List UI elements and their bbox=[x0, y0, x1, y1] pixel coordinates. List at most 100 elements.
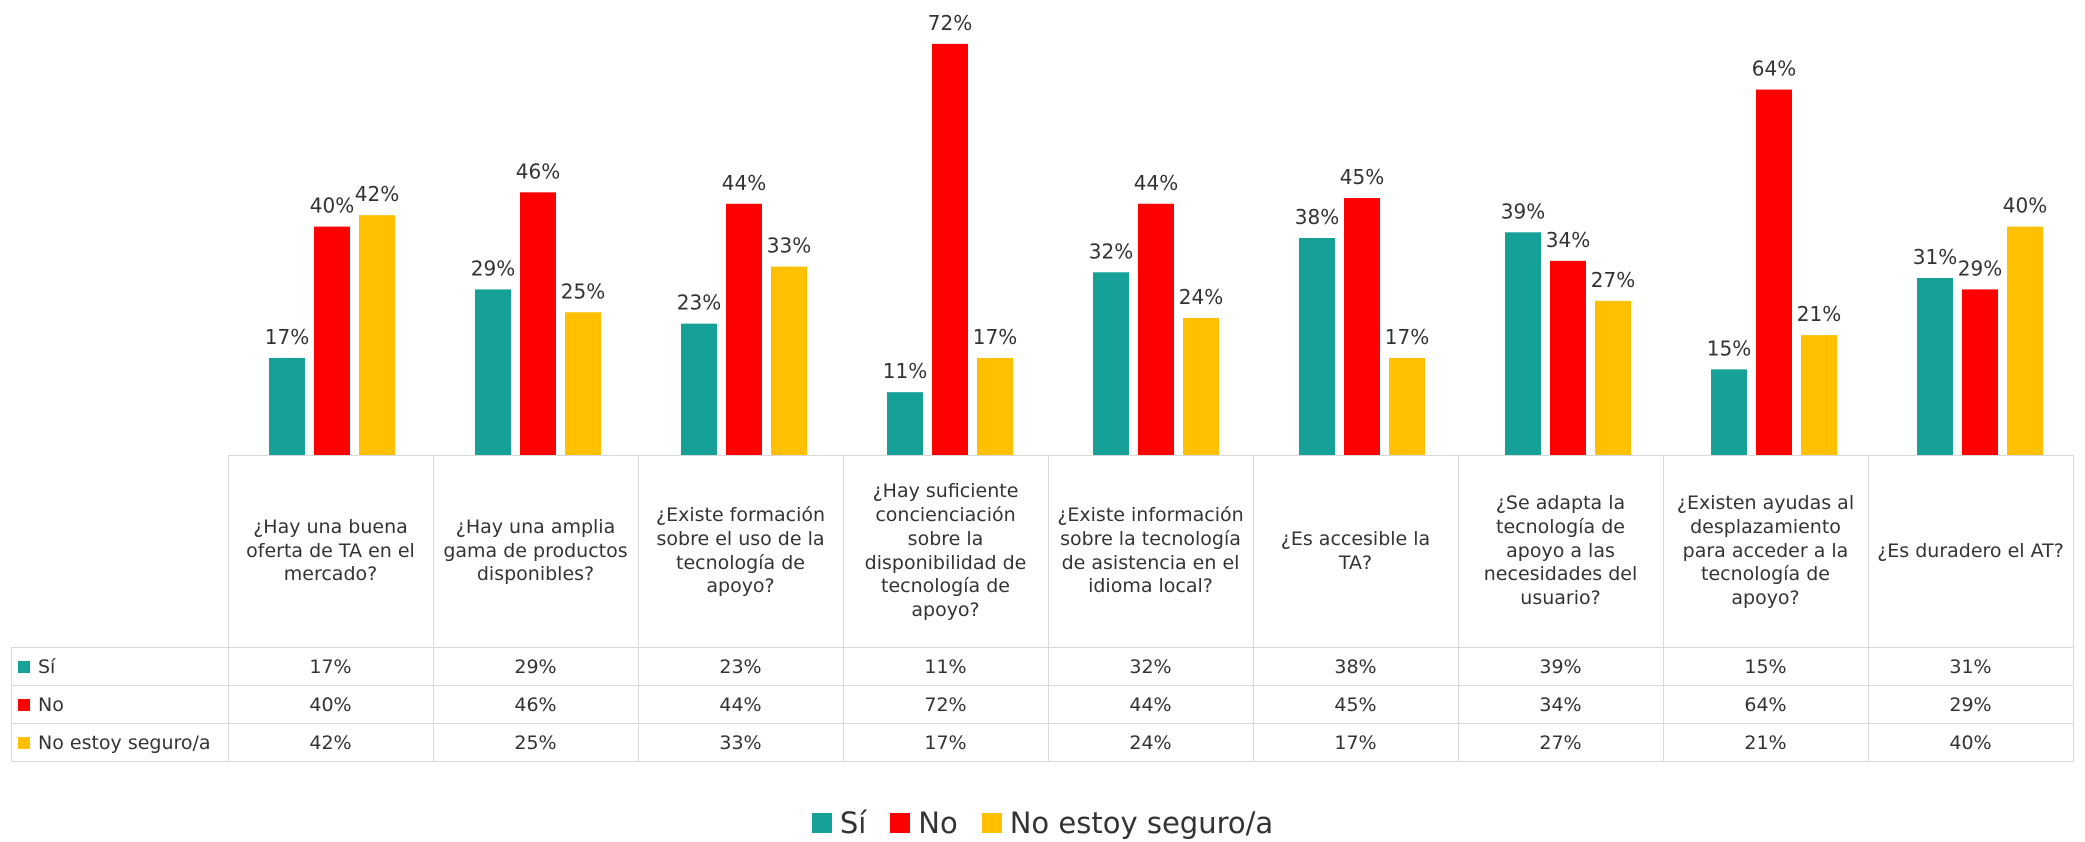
series-name: No bbox=[38, 693, 64, 716]
data-label: 45% bbox=[1340, 165, 1384, 189]
category-label: ¿Existe información sobre la tecnología … bbox=[1047, 455, 1254, 648]
bar bbox=[475, 289, 511, 455]
bar bbox=[1917, 277, 1953, 455]
category-label: ¿Existe formación sobre el uso de la tec… bbox=[637, 455, 844, 648]
bar bbox=[520, 192, 556, 455]
table-value: 40% bbox=[1867, 723, 2074, 762]
data-label: 44% bbox=[1134, 171, 1178, 195]
legend-key bbox=[811, 813, 832, 833]
series-name: No estoy seguro/a bbox=[38, 731, 211, 754]
series-label: No bbox=[11, 685, 229, 724]
bar bbox=[1756, 89, 1792, 455]
table-value: 34% bbox=[1457, 685, 1664, 724]
bar bbox=[1183, 317, 1219, 455]
table-value: 33% bbox=[637, 723, 844, 762]
bar bbox=[771, 266, 807, 455]
data-label: 29% bbox=[1958, 256, 2002, 280]
legend-label: Sí bbox=[839, 806, 867, 840]
legend-key bbox=[890, 813, 911, 833]
table-value: 39% bbox=[1457, 647, 1664, 686]
category-label: ¿Es duradero el AT? bbox=[1867, 455, 2074, 648]
bar bbox=[1299, 238, 1335, 455]
table-value: 27% bbox=[1457, 723, 1664, 762]
bar bbox=[932, 43, 968, 455]
legend-item: No bbox=[890, 806, 958, 840]
table-value: 15% bbox=[1662, 647, 1869, 686]
plot-area: 17%40% 42%29%46%25% 23%44%33%11%72%17%32%4… bbox=[265, 11, 2047, 455]
table-row: No estoy seguro/a 42% 25% 33% 17% 24% 17% 27% 21… bbox=[11, 723, 2074, 762]
bar bbox=[1093, 272, 1129, 455]
category-label: ¿Es accesible la TA? bbox=[1252, 455, 1459, 648]
table-value: 64% bbox=[1662, 685, 1869, 724]
bar bbox=[1801, 335, 1837, 455]
table-value: 31% bbox=[1867, 647, 2074, 686]
category-label: ¿Existen ayudas al desplazamiento para a… bbox=[1662, 455, 1869, 648]
data-label: 21% bbox=[1797, 302, 1841, 326]
bar bbox=[1389, 357, 1425, 455]
data-label: 32% bbox=[1089, 239, 1133, 263]
data-label: 29% bbox=[471, 256, 515, 280]
data-label: 17% bbox=[973, 325, 1017, 349]
bar bbox=[2007, 226, 2043, 455]
data-label: 17% bbox=[265, 325, 309, 349]
table-corner bbox=[11, 455, 229, 648]
table-value: 44% bbox=[637, 685, 844, 724]
legend-key bbox=[18, 660, 30, 673]
bar bbox=[565, 312, 601, 455]
table-value: 23% bbox=[637, 647, 844, 686]
table-header-row: ¿Hay una buena oferta de TA en el mercad… bbox=[11, 455, 2074, 648]
table-value: 17% bbox=[1252, 723, 1459, 762]
data-label: 40% bbox=[2003, 194, 2047, 218]
data-label: 34% bbox=[1546, 228, 1590, 252]
bar bbox=[681, 323, 717, 455]
table-value: 45% bbox=[1252, 685, 1459, 724]
data-label: 39% bbox=[1501, 199, 1545, 223]
legend-item: No estoy seguro/a bbox=[981, 806, 1274, 840]
series-label: No estoy seguro/a bbox=[11, 723, 229, 762]
category-label: ¿Hay una amplia gama de productos dispon… bbox=[432, 455, 639, 648]
bar bbox=[1595, 300, 1631, 455]
bar bbox=[314, 226, 350, 455]
series-name: Sí bbox=[38, 655, 56, 678]
table-value: 17% bbox=[227, 647, 434, 686]
table-value: 42% bbox=[227, 723, 434, 762]
bar bbox=[1711, 369, 1747, 455]
table-value: 29% bbox=[1867, 685, 2074, 724]
legend-label: No estoy seguro/a bbox=[1009, 806, 1274, 840]
data-label: 42% bbox=[355, 182, 399, 206]
bar bbox=[1344, 198, 1380, 455]
data-label: 27% bbox=[1591, 268, 1635, 292]
table-value: 21% bbox=[1662, 723, 1869, 762]
data-label: 40% bbox=[310, 194, 354, 218]
bar bbox=[1138, 203, 1174, 455]
bar bbox=[1962, 289, 1998, 455]
data-table: ¿Hay una buena oferta de TA en el mercad… bbox=[11, 455, 2074, 762]
category-label: ¿Hay una buena oferta de TA en el mercad… bbox=[227, 455, 434, 648]
data-label: 15% bbox=[1707, 336, 1751, 360]
bar bbox=[977, 357, 1013, 455]
data-label: 23% bbox=[677, 291, 721, 315]
table-row: No 40% 46% 44% 72% 44% 45% 34% 64% 29% bbox=[11, 685, 2074, 724]
legend-key bbox=[18, 698, 30, 711]
data-label: 44% bbox=[722, 171, 766, 195]
legend-key bbox=[981, 813, 1002, 833]
legend-label: No bbox=[918, 806, 958, 840]
bar bbox=[726, 203, 762, 455]
legend: Sí No No estoy seguro/a bbox=[0, 806, 2085, 840]
table-value: 17% bbox=[842, 723, 1049, 762]
bar bbox=[1505, 232, 1541, 455]
bar bbox=[887, 392, 923, 455]
category-label: ¿Se adapta la tecnología de apoyo a las … bbox=[1457, 455, 1664, 648]
table-value: 38% bbox=[1252, 647, 1459, 686]
table-value: 24% bbox=[1047, 723, 1254, 762]
data-label: 64% bbox=[1752, 57, 1796, 81]
data-label: 25% bbox=[561, 279, 605, 303]
data-label: 31% bbox=[1913, 245, 1957, 269]
data-label: 11% bbox=[883, 359, 927, 383]
table-value: 29% bbox=[432, 647, 639, 686]
category-label: ¿Hay suficiente concienciación sobre la … bbox=[842, 455, 1049, 648]
data-label: 24% bbox=[1179, 285, 1223, 309]
table-row: Sí 17% 29% 23% 11% 32% 38% 39% 15% 31% bbox=[11, 647, 2074, 686]
series-label: Sí bbox=[11, 647, 229, 686]
